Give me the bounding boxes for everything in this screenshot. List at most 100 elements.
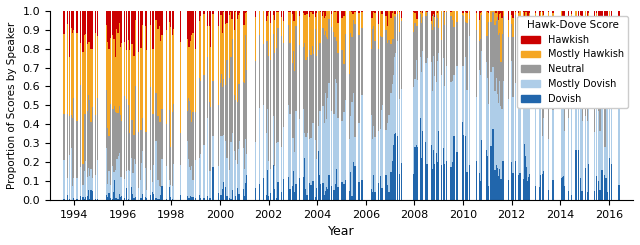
Bar [433, 11, 434, 13]
Bar [71, 11, 72, 19]
Bar [454, 11, 455, 13]
Bar [125, 11, 127, 50]
Bar [337, 23, 339, 53]
Bar [596, 13, 598, 20]
Bar [281, 11, 282, 17]
Bar [269, 24, 271, 60]
Bar [198, 21, 200, 78]
Bar [604, 80, 605, 138]
Bar [354, 24, 356, 137]
Bar [303, 109, 304, 177]
Bar [378, 49, 379, 131]
Bar [387, 11, 388, 26]
Bar [601, 170, 602, 200]
Bar [294, 71, 295, 152]
Bar [294, 15, 295, 71]
Bar [225, 85, 226, 141]
Bar [220, 11, 221, 15]
Bar [84, 34, 86, 114]
Bar [401, 21, 402, 89]
Bar [385, 175, 387, 200]
Bar [281, 36, 282, 147]
Bar [172, 34, 173, 109]
Bar [540, 31, 541, 96]
Bar [499, 11, 500, 14]
Bar [245, 11, 246, 13]
Bar [527, 24, 528, 80]
Bar [419, 12, 421, 14]
Bar [106, 11, 107, 25]
Bar [349, 139, 350, 191]
Bar [444, 12, 445, 25]
Bar [118, 194, 120, 200]
Bar [604, 19, 605, 60]
Bar [417, 11, 418, 13]
Bar [218, 193, 219, 200]
Bar [333, 11, 335, 32]
Bar [229, 12, 230, 77]
Bar [138, 132, 139, 188]
Bar [607, 16, 608, 37]
Bar [110, 11, 111, 38]
Bar [421, 158, 422, 200]
Bar [244, 11, 245, 24]
Bar [380, 129, 381, 176]
Bar [132, 173, 134, 194]
Bar [528, 16, 529, 17]
Bar [390, 17, 392, 44]
Bar [244, 83, 245, 169]
Bar [305, 47, 307, 137]
Bar [305, 60, 307, 133]
Bar [299, 16, 300, 45]
Bar [132, 100, 134, 173]
Bar [140, 113, 141, 180]
Bar [445, 12, 447, 65]
Bar [118, 153, 120, 194]
Bar [259, 11, 260, 35]
Bar [97, 98, 98, 160]
Bar [562, 87, 563, 177]
Bar [578, 88, 579, 149]
Bar [209, 47, 211, 108]
Bar [207, 57, 208, 118]
Bar [381, 11, 382, 12]
Bar [172, 199, 173, 200]
Bar [563, 11, 564, 13]
Bar [307, 11, 308, 14]
Bar [72, 171, 73, 200]
Bar [494, 91, 495, 170]
Bar [394, 57, 396, 135]
Bar [307, 116, 308, 176]
Bar [209, 11, 211, 26]
Bar [323, 12, 324, 28]
Bar [344, 180, 346, 200]
Bar [218, 11, 219, 26]
Bar [371, 17, 372, 49]
Bar [128, 196, 129, 200]
Bar [476, 11, 477, 13]
Bar [480, 17, 481, 54]
Bar [71, 27, 72, 115]
Bar [371, 18, 372, 29]
Bar [326, 187, 327, 200]
Bar [609, 158, 611, 200]
Bar [452, 15, 453, 81]
Bar [307, 14, 308, 57]
Bar [135, 11, 136, 20]
Bar [155, 141, 157, 198]
Bar [153, 165, 154, 194]
Bar [539, 11, 540, 23]
Bar [561, 11, 563, 46]
Bar [107, 197, 108, 200]
Bar [564, 49, 566, 131]
Bar [112, 141, 114, 192]
Bar [527, 85, 529, 177]
Bar [601, 41, 602, 103]
Bar [218, 69, 219, 132]
Bar [395, 53, 396, 133]
Bar [106, 25, 107, 90]
Bar [548, 12, 549, 73]
Bar [316, 11, 317, 13]
Bar [372, 28, 373, 129]
Bar [604, 11, 605, 19]
